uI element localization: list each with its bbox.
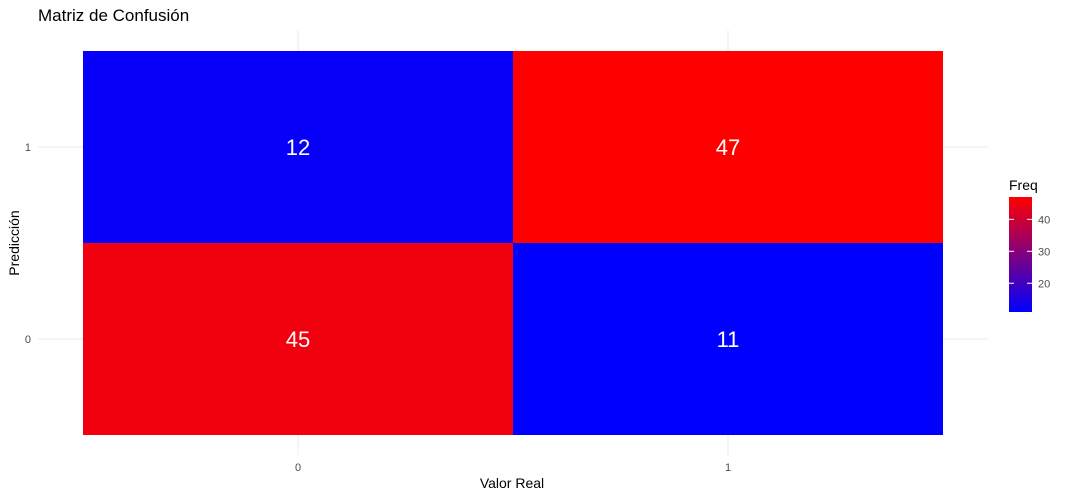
heatmap-cell	[83, 51, 513, 243]
x-tick-label: 0	[295, 462, 301, 474]
cell-value-label: 12	[286, 135, 310, 160]
cell-value-label: 47	[716, 135, 740, 160]
y-axis-ticks: 01	[25, 142, 31, 346]
legend-title: Freq	[1009, 177, 1038, 193]
color-legend: Freq 20 30 40	[1009, 177, 1050, 312]
legend-tick-label: 20	[1038, 278, 1050, 290]
y-tick-label: 0	[25, 334, 31, 346]
chart-title: Matriz de Confusión	[38, 6, 189, 25]
heatmap-cells	[83, 51, 943, 435]
cell-value-label: 45	[286, 327, 310, 352]
heatmap-cell	[513, 51, 943, 243]
legend-tick-label: 30	[1038, 246, 1050, 258]
legend-color-bar	[1009, 197, 1032, 312]
x-tick-label: 1	[725, 462, 731, 474]
y-tick-label: 1	[25, 142, 31, 154]
heatmap-cell	[513, 243, 943, 435]
heatmap-cell	[83, 243, 513, 435]
legend-tick-label: 40	[1038, 214, 1050, 226]
y-axis-label: Predicción	[6, 210, 22, 275]
x-axis-label: Valor Real	[480, 475, 544, 491]
cell-value-label: 11	[717, 327, 740, 352]
cell-labels: 12 47 45 11	[286, 135, 740, 352]
